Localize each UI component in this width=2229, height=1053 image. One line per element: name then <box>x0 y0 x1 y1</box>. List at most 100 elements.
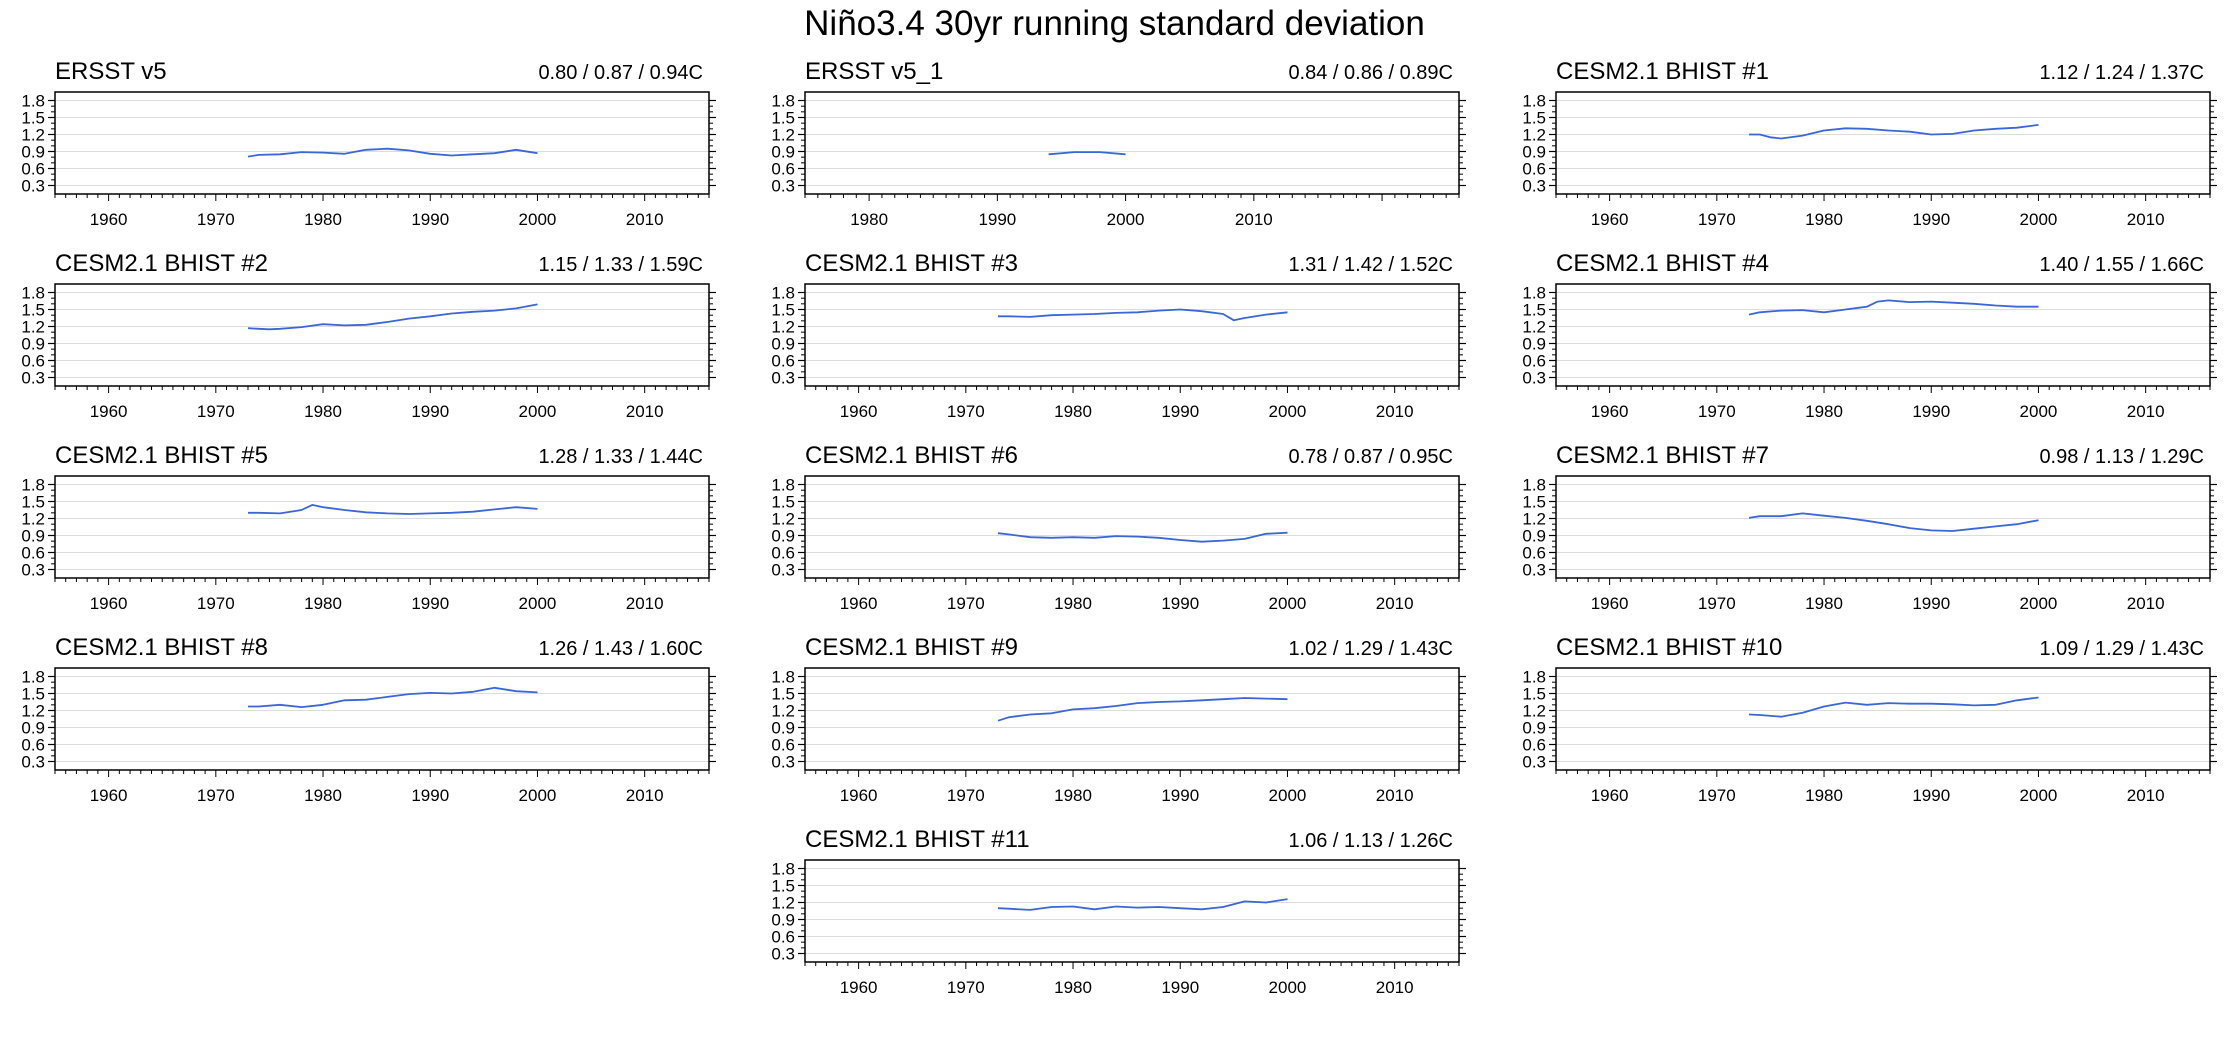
panel-stats: 1.12 / 1.24 / 1.37C <box>2039 62 2204 84</box>
y-tick-label: 1.5 <box>21 685 45 704</box>
chart-svg: 0.30.60.91.21.51.8 1960 1970 1980 1990 2000 20… <box>1522 667 2217 805</box>
series-line <box>247 147 538 158</box>
y-tick-label: 1.5 <box>1522 685 1546 704</box>
x-tick-label: 1980 <box>1054 402 1092 421</box>
y-tick-label: 1.5 <box>21 493 45 512</box>
y-tick-label: 0.9 <box>21 335 45 354</box>
x-tick-label: 1990 <box>978 210 1016 229</box>
y-tick-label: 1.2 <box>21 318 45 337</box>
y-tick-label: 1.8 <box>1522 476 1546 495</box>
y-tick-label: 0.3 <box>771 561 795 580</box>
chart-svg: 0.30.60.91.21.51.8 1980 1990 2000 2010 <box>771 91 1466 229</box>
x-tick-label: 1980 <box>850 210 888 229</box>
y-tick-label: 1.8 <box>1522 668 1546 687</box>
x-tick-label: 1990 <box>1912 594 1950 613</box>
y-tick-label: 1.8 <box>771 476 795 495</box>
y-tick-label: 1.8 <box>21 284 45 303</box>
y-tick-label: 0.6 <box>771 544 795 563</box>
series-line <box>998 308 1288 322</box>
x-tick-label: 2010 <box>1376 402 1414 421</box>
chart-svg: 0.30.60.91.21.51.8 1960 1970 1980 1990 2000 20… <box>1522 91 2217 229</box>
x-tick-label: 1980 <box>1805 786 1843 805</box>
x-tick-label: 1980 <box>1805 402 1843 421</box>
y-tick-label: 0.3 <box>771 369 795 388</box>
chart-panel: CESM2.1 BHIST #8 1.26 / 1.43 / 1.60C 0.3 0.… <box>0 628 720 818</box>
panel-stats: 0.84 / 0.86 / 0.89C <box>1288 62 1453 84</box>
panel-title: ERSST v5 <box>55 58 167 85</box>
chart-svg: 0.30.60.91.21.51.8 1960 1970 1980 1990 2000 20… <box>771 667 1466 805</box>
y-tick-label: 1.5 <box>1522 493 1546 512</box>
x-tick-label: 1990 <box>411 210 449 229</box>
x-tick-label: 1980 <box>304 210 342 229</box>
x-tick-label: 2000 <box>1269 978 1307 997</box>
x-tick-label: 1980 <box>304 786 342 805</box>
x-tick-label: 1990 <box>1161 978 1199 997</box>
y-tick-label: 1.5 <box>21 301 45 320</box>
x-tick-label: 2000 <box>2020 210 2058 229</box>
x-tick-label: 1970 <box>197 210 235 229</box>
x-tick-label: 2000 <box>1269 594 1307 613</box>
x-tick-label: 1990 <box>1912 786 1950 805</box>
y-tick-label: 1.5 <box>771 877 795 896</box>
y-tick-label: 1.8 <box>771 92 795 111</box>
panel-title: CESM2.1 BHIST #11 <box>805 826 1030 853</box>
x-tick-label: 1970 <box>947 594 985 613</box>
plot-frame <box>54 91 710 195</box>
panel-stats: 1.28 / 1.33 / 1.44C <box>538 446 703 468</box>
x-tick-label: 1980 <box>1054 978 1092 997</box>
y-tick-label: 1.2 <box>771 894 795 913</box>
panel-title: CESM2.1 BHIST #4 <box>1556 250 1769 277</box>
series-line <box>997 898 1288 911</box>
plot-frame <box>1555 667 2211 771</box>
x-tick-label: 1970 <box>947 978 985 997</box>
chart-panel: CESM2.1 BHIST #2 1.15 / 1.33 / 1.59C 0.3 0.… <box>0 244 720 434</box>
y-tick-label: 0.9 <box>771 527 795 546</box>
panel-stats: 0.78 / 0.87 / 0.95C <box>1288 446 1453 468</box>
y-tick-label: 1.2 <box>1522 510 1546 529</box>
x-tick-label: 1990 <box>1912 210 1950 229</box>
x-tick-label: 2010 <box>1376 594 1414 613</box>
panel-title: CESM2.1 BHIST #8 <box>55 634 268 661</box>
x-tick-label: 1970 <box>1698 210 1736 229</box>
x-tick-label: 1960 <box>1591 402 1629 421</box>
plot-frame <box>804 667 1460 771</box>
panel-title: CESM2.1 BHIST #2 <box>55 250 268 277</box>
chart-svg: 0.30.60.91.21.51.8 1960 1970 1980 1990 2000 20… <box>1522 475 2217 613</box>
x-tick-label: 1960 <box>1591 594 1629 613</box>
y-tick-label: 1.2 <box>771 510 795 529</box>
y-tick-label: 0.9 <box>771 911 795 930</box>
figure-title: Niño3.4 30yr running standard deviation <box>804 4 1425 43</box>
x-tick-label: 2000 <box>1269 402 1307 421</box>
y-tick-label: 1.5 <box>771 493 795 512</box>
y-tick-label: 1.8 <box>771 668 795 687</box>
y-tick-label: 0.3 <box>21 753 45 772</box>
y-tick-label: 0.9 <box>1522 719 1546 738</box>
chart-panel: CESM2.1 BHIST #10 1.09 / 1.29 / 1.43C 0.3 0… <box>1501 628 2221 818</box>
panel-stats: 1.02 / 1.29 / 1.43C <box>1288 638 1453 660</box>
y-tick-label: 0.9 <box>21 527 45 546</box>
x-tick-label: 1990 <box>1912 402 1950 421</box>
chart-svg: 0.30.60.91.21.51.8 1960 1970 1980 1990 2000 20… <box>21 91 716 229</box>
y-tick-label: 0.3 <box>21 561 45 580</box>
y-tick-label: 0.9 <box>771 719 795 738</box>
x-tick-label: 2010 <box>626 402 664 421</box>
series-line <box>1048 151 1126 156</box>
x-tick-label: 2000 <box>1269 786 1307 805</box>
x-tick-label: 1960 <box>90 210 128 229</box>
chart-panel: CESM2.1 BHIST #4 1.40 / 1.55 / 1.66C 0.3 0.… <box>1501 244 2221 434</box>
x-tick-label: 1960 <box>1591 210 1629 229</box>
x-tick-label: 1960 <box>840 786 878 805</box>
panel-stats: 0.80 / 0.87 / 0.94C <box>538 62 703 84</box>
x-tick-label: 2000 <box>1107 210 1145 229</box>
x-tick-label: 1990 <box>411 786 449 805</box>
panel-title: CESM2.1 BHIST #5 <box>55 442 268 469</box>
series-line <box>1748 696 2039 718</box>
x-tick-label: 1980 <box>1805 210 1843 229</box>
y-tick-label: 0.3 <box>1522 369 1546 388</box>
panel-title: CESM2.1 BHIST #1 <box>1556 58 1769 85</box>
y-tick-label: 1.2 <box>771 126 795 145</box>
panel-title: CESM2.1 BHIST #7 <box>1556 442 1769 469</box>
x-tick-label: 2010 <box>626 594 664 613</box>
chart-panel: CESM2.1 BHIST #11 1.06 / 1.13 / 1.26C 0.3 0… <box>750 820 1470 1010</box>
series-line <box>248 504 538 515</box>
